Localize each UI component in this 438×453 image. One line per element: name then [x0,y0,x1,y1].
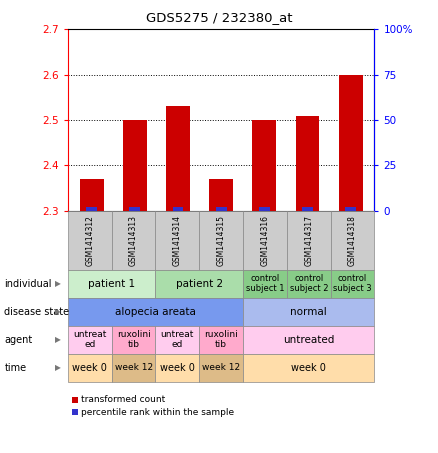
Text: GSM1414315: GSM1414315 [217,215,226,265]
Text: control
subject 1: control subject 1 [246,274,284,293]
Text: individual: individual [4,279,52,289]
Text: GDS5275 / 232380_at: GDS5275 / 232380_at [146,11,292,24]
Text: ▶: ▶ [56,335,61,344]
Text: control
subject 3: control subject 3 [333,274,372,293]
Text: GSM1414313: GSM1414313 [129,215,138,265]
Text: untreat
ed: untreat ed [161,330,194,349]
Text: GSM1414312: GSM1414312 [85,215,94,265]
Text: ▶: ▶ [56,363,61,372]
Text: normal: normal [290,307,327,317]
Bar [123,120,147,211]
Text: ruxolini
tib: ruxolini tib [117,330,151,349]
Text: patient 2: patient 2 [176,279,223,289]
Text: ▶: ▶ [56,307,61,316]
Text: week 12: week 12 [202,363,240,372]
Text: transformed count: transformed count [81,395,165,404]
Bar [339,75,363,211]
Bar [173,207,184,211]
Text: untreat
ed: untreat ed [73,330,106,349]
Bar [209,179,233,211]
Bar [302,207,313,211]
Text: alopecia areata: alopecia areata [115,307,196,317]
Bar [216,207,226,211]
Bar [80,179,103,211]
Text: control
subject 2: control subject 2 [290,274,328,293]
Text: GSM1414316: GSM1414316 [261,215,269,265]
Bar [86,207,97,211]
Text: ▶: ▶ [56,279,61,288]
Text: GSM1414317: GSM1414317 [304,215,313,265]
Text: week 0: week 0 [72,363,107,373]
Text: time: time [4,363,27,373]
Text: week 0: week 0 [291,363,326,373]
Bar [130,207,140,211]
Bar [346,207,356,211]
Bar [259,207,270,211]
Bar [252,120,276,211]
Text: GSM1414314: GSM1414314 [173,215,182,265]
Text: week 12: week 12 [114,363,153,372]
Text: disease state: disease state [4,307,70,317]
Text: agent: agent [4,335,32,345]
Text: untreated: untreated [283,335,335,345]
Bar [296,116,319,211]
Text: percentile rank within the sample: percentile rank within the sample [81,408,234,417]
Text: week 0: week 0 [160,363,195,373]
Text: GSM1414318: GSM1414318 [348,215,357,265]
Text: ruxolini
tib: ruxolini tib [204,330,238,349]
Bar [166,106,190,211]
Text: patient 1: patient 1 [88,279,135,289]
